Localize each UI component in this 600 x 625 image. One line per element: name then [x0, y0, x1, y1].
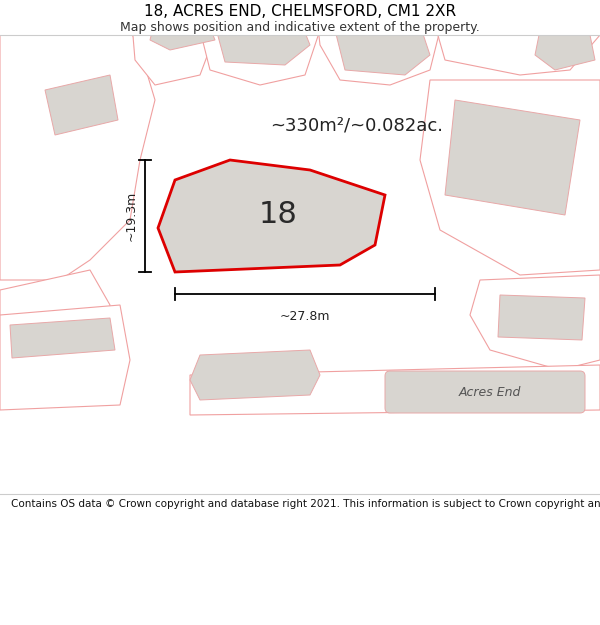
Polygon shape	[335, 25, 430, 75]
Polygon shape	[315, 0, 440, 85]
Text: 18: 18	[259, 200, 298, 229]
Text: ~27.8m: ~27.8m	[280, 310, 330, 323]
Polygon shape	[190, 365, 600, 415]
Text: Acres End: Acres End	[459, 386, 521, 399]
Text: ~19.3m: ~19.3m	[125, 191, 137, 241]
FancyBboxPatch shape	[385, 371, 585, 413]
Polygon shape	[45, 75, 118, 135]
Polygon shape	[535, 30, 595, 70]
Text: ~330m²/~0.082ac.: ~330m²/~0.082ac.	[270, 116, 443, 134]
Text: Map shows position and indicative extent of the property.: Map shows position and indicative extent…	[120, 21, 480, 34]
Polygon shape	[445, 100, 580, 215]
Polygon shape	[430, 0, 600, 75]
Polygon shape	[470, 275, 600, 370]
Polygon shape	[200, 0, 320, 85]
Text: Contains OS data © Crown copyright and database right 2021. This information is : Contains OS data © Crown copyright and d…	[11, 499, 600, 509]
Polygon shape	[0, 0, 155, 280]
Polygon shape	[0, 270, 110, 395]
Polygon shape	[190, 350, 320, 400]
Polygon shape	[150, 15, 215, 50]
Polygon shape	[0, 305, 130, 410]
Polygon shape	[10, 318, 115, 358]
Bar	[0, 0, 600, 35]
Polygon shape	[420, 80, 600, 275]
Polygon shape	[498, 295, 585, 340]
Text: 18, ACRES END, CHELMSFORD, CM1 2XR: 18, ACRES END, CHELMSFORD, CM1 2XR	[144, 4, 456, 19]
Polygon shape	[130, 0, 215, 85]
Polygon shape	[158, 160, 385, 272]
Polygon shape	[215, 20, 310, 65]
